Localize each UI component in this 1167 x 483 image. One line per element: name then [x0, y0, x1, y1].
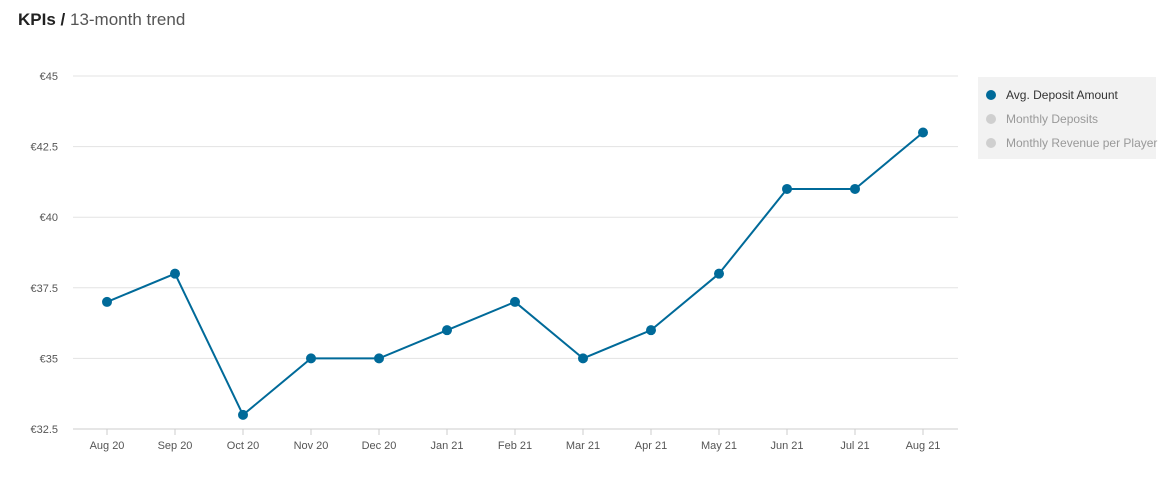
- legend-item-label: Avg. Deposit Amount: [1006, 88, 1118, 102]
- line-chart: €32.5 €35 €37.5 €40 €42.5 €45 Aug 20 Sep 20 Oct …: [30, 71, 958, 452]
- y-tick-label: €35: [40, 353, 58, 365]
- data-point: [918, 127, 928, 138]
- legend-marker-icon: [986, 114, 996, 124]
- series-line: [106, 131, 924, 416]
- x-tick-label: Nov 20: [294, 440, 329, 452]
- x-tick-label: Sep 20: [158, 440, 193, 452]
- x-tick-label: Jan 21: [430, 440, 463, 452]
- data-point: [782, 183, 792, 194]
- x-tick-label: May 21: [701, 440, 737, 452]
- data-point: [306, 353, 316, 364]
- legend-item-label: Monthly Revenue per Player: [1006, 136, 1158, 150]
- x-tick-label: Dec 20: [362, 440, 397, 452]
- x-tick-label: Jul 21: [840, 440, 869, 452]
- data-point: [850, 183, 860, 194]
- legend-item-monthly-deposits[interactable]: Monthly Deposits: [978, 107, 1156, 131]
- data-point: [102, 296, 112, 307]
- data-point: [714, 268, 724, 279]
- data-point: [510, 296, 520, 307]
- title-prefix: KPIs /: [18, 10, 66, 29]
- data-point: [170, 268, 180, 279]
- y-tick-label: €32.5: [30, 424, 58, 436]
- data-point: [442, 325, 452, 336]
- data-point: [374, 353, 384, 364]
- legend-item-label: Monthly Deposits: [1006, 112, 1099, 126]
- x-tick-label: Apr 21: [635, 440, 667, 452]
- title-subtitle: 13-month trend: [69, 10, 186, 29]
- data-point: [578, 353, 588, 364]
- y-tick-label: €42.5: [30, 142, 58, 154]
- legend-item-monthly-revenue-per-player[interactable]: Monthly Revenue per Player: [978, 131, 1158, 155]
- chart-legend: Avg. Deposit Amount Monthly Deposits Mon…: [978, 77, 1158, 159]
- y-tick-label: €45: [40, 71, 58, 83]
- y-tick-label: €37.5: [30, 283, 58, 295]
- page-title: KPIs / 13-month trend: [18, 10, 185, 30]
- y-tick-label: €40: [40, 212, 58, 224]
- x-tick-label: Feb 21: [498, 440, 532, 452]
- legend-item-avg-deposit-amount[interactable]: Avg. Deposit Amount: [978, 83, 1156, 107]
- legend-marker-icon: [986, 138, 996, 148]
- legend-marker-icon: [986, 90, 996, 100]
- x-tick-label: Aug 20: [90, 440, 125, 452]
- x-tick-label: Mar 21: [566, 440, 600, 452]
- x-tick-label: Oct 20: [227, 440, 259, 452]
- data-point: [646, 325, 656, 336]
- x-tick-label: Aug 21: [906, 440, 941, 452]
- x-tick-label: Jun 21: [770, 440, 803, 452]
- data-point: [238, 409, 248, 420]
